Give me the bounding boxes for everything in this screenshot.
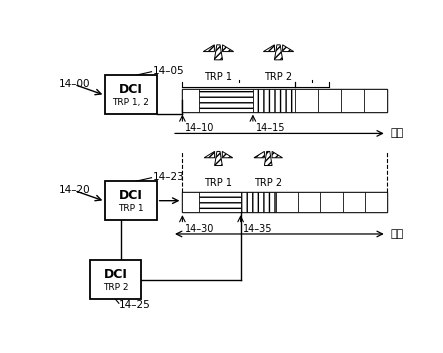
Text: DCI: DCI <box>119 189 143 202</box>
Bar <box>199 192 241 212</box>
Text: TRP 1, 2: TRP 1, 2 <box>113 98 149 107</box>
Text: TRP 2: TRP 2 <box>264 72 292 82</box>
Bar <box>276 192 299 212</box>
Text: 时隙: 时隙 <box>390 128 404 138</box>
Bar <box>241 192 276 212</box>
Text: DCI: DCI <box>104 268 128 281</box>
Bar <box>320 192 342 212</box>
Bar <box>364 89 387 112</box>
Text: 14–15: 14–15 <box>256 123 285 133</box>
Text: 14–10: 14–10 <box>185 123 214 133</box>
Text: TRP 1: TRP 1 <box>205 178 233 188</box>
Text: TRP 1: TRP 1 <box>118 204 144 213</box>
Bar <box>105 75 157 114</box>
Bar <box>299 192 320 212</box>
Bar <box>183 89 387 112</box>
Bar <box>342 192 365 212</box>
Text: 14–35: 14–35 <box>243 223 273 234</box>
Bar <box>295 89 318 112</box>
Text: 14–20: 14–20 <box>59 185 90 196</box>
Bar <box>89 260 141 299</box>
Text: 时隙: 时隙 <box>390 229 404 239</box>
Bar <box>183 89 199 112</box>
Text: 14–23: 14–23 <box>153 172 185 182</box>
Text: 14–30: 14–30 <box>185 223 214 234</box>
Bar <box>341 89 364 112</box>
Text: 14–25: 14–25 <box>119 300 151 310</box>
Bar <box>105 181 157 220</box>
Bar <box>199 89 253 112</box>
Text: DCI: DCI <box>119 83 143 96</box>
Text: TRP 1: TRP 1 <box>205 72 233 82</box>
Text: TRP 2: TRP 2 <box>254 178 282 188</box>
Text: TRP 2: TRP 2 <box>103 283 128 292</box>
Bar <box>365 192 387 212</box>
Text: 14–05: 14–05 <box>153 66 185 76</box>
Bar <box>318 89 341 112</box>
Bar <box>183 192 387 212</box>
Text: 14–00: 14–00 <box>59 79 90 90</box>
Bar <box>183 192 199 212</box>
Bar <box>253 89 295 112</box>
